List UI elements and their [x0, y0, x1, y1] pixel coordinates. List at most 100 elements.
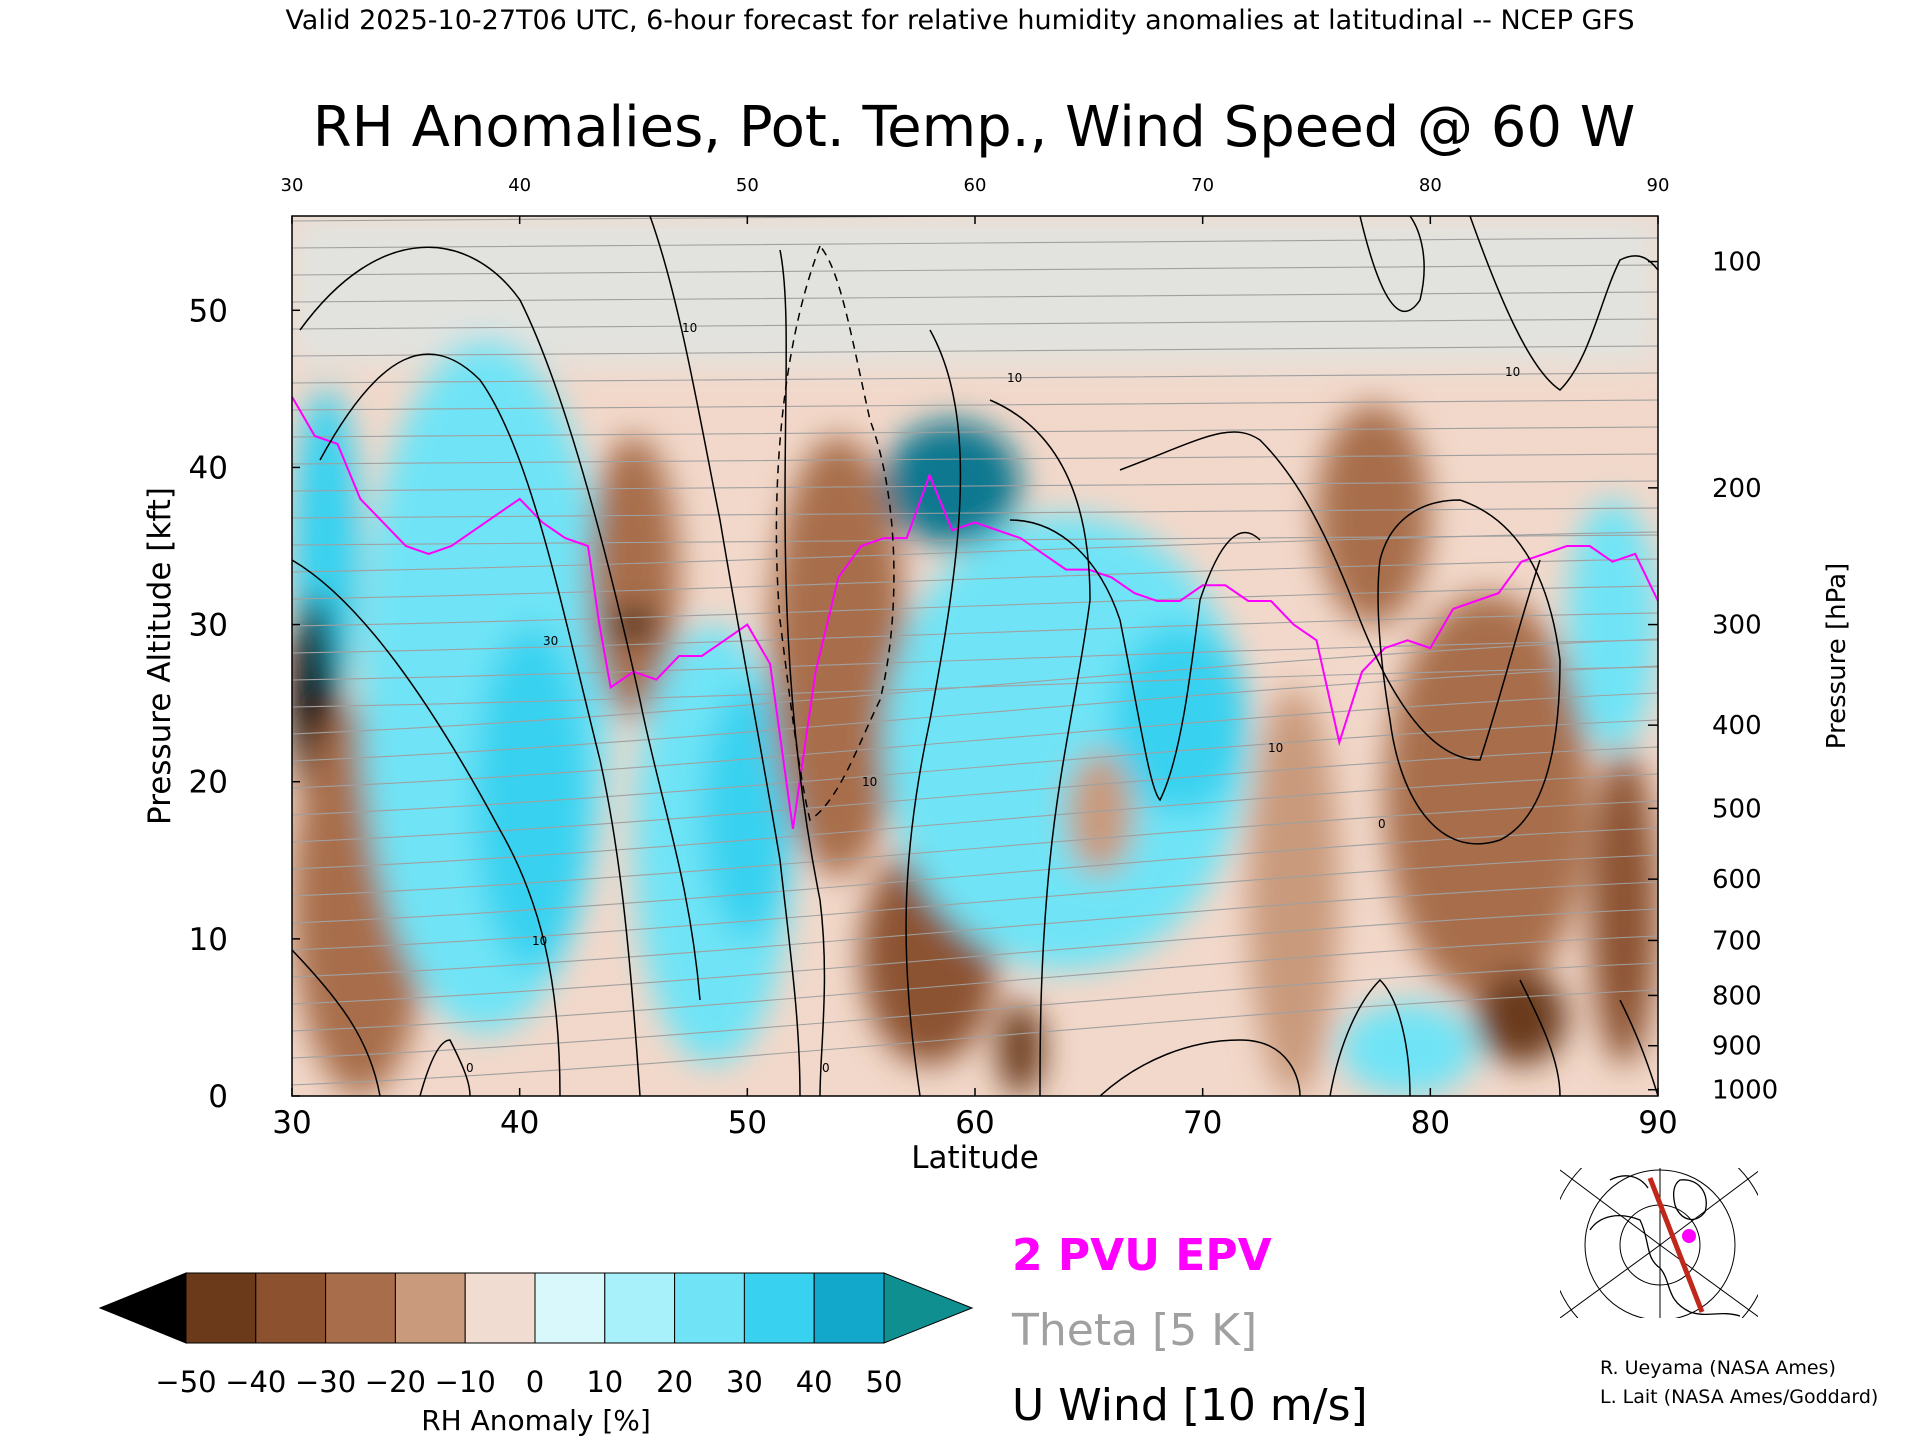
theta-contour — [292, 534, 1658, 546]
theta-contour — [292, 264, 1658, 276]
x-tick-label-top: 70 — [1191, 175, 1214, 196]
theta-contour — [292, 453, 1658, 465]
colorbar-cell — [325, 1272, 396, 1344]
wind-contour — [299, 246, 701, 1001]
rh-anomaly-region — [883, 420, 1021, 546]
inset-meridian — [1560, 1169, 1661, 1246]
pressure-tick-label: 500 — [1712, 794, 1762, 824]
theta-contour — [292, 426, 1658, 438]
wind-contour — [1329, 978, 1411, 1096]
y2-axis-label: Pressure [hPa] — [1822, 563, 1852, 750]
wind-contour — [292, 559, 561, 1096]
rh-anomaly-region — [1475, 970, 1567, 1065]
rh-anomaly-region — [474, 624, 588, 971]
y-tick-label: 20 — [189, 765, 228, 801]
colorbar-cell — [464, 1272, 536, 1344]
theta-contour — [292, 719, 1658, 816]
theta-contour — [292, 854, 1658, 951]
theta-contour — [292, 935, 1658, 1032]
x-tick-label: 90 — [1638, 1105, 1677, 1141]
valid-time-header: Valid 2025-10-27T06 UTC, 6-hour forecast… — [285, 5, 1634, 36]
rh-anomaly-region — [1589, 750, 1658, 1065]
legend-epv: 2 PVU EPV — [1012, 1230, 1272, 1281]
wind-contour — [1009, 519, 1261, 802]
colorbar-cell — [813, 1272, 885, 1344]
theta-contour — [292, 318, 1658, 330]
inset-meridian — [1659, 1244, 1758, 1318]
pressure-tick-label: 700 — [1712, 926, 1762, 956]
theta-contour — [292, 962, 1658, 1059]
y-tick-label: 10 — [189, 922, 228, 958]
y-axis-right-ticks: 100 200 300 400 500 600 700 800 900 1000 — [1712, 248, 1778, 1106]
rh-anomaly-region — [997, 1001, 1044, 1096]
credit-2: L. Lait (NASA Ames/Goddard) — [1600, 1386, 1878, 1408]
colorbar-tick-label: 0 — [526, 1365, 544, 1399]
theta-contour — [292, 989, 1658, 1086]
inset-coastline — [1589, 1215, 1741, 1317]
theta-contour — [292, 216, 1039, 222]
wind-label: 30 — [543, 634, 558, 648]
theta-contour — [292, 639, 1658, 681]
legend-wind: U Wind [10 m/s] — [1012, 1380, 1368, 1431]
theta-contour — [292, 746, 1658, 843]
wind-contour-labels: 30 10 10 10 10 10 10 0 0 0 — [466, 321, 1520, 1075]
theta-contours — [292, 216, 1658, 1086]
wind-label: 10 — [1505, 365, 1520, 379]
theta-contour — [292, 800, 1658, 897]
wind-contour — [292, 949, 381, 1096]
colorbar-cell — [604, 1272, 676, 1344]
inset-coastline — [1609, 1175, 1649, 1189]
wind-contour — [1619, 999, 1658, 1096]
rh-anomaly-region — [1566, 498, 1658, 751]
theta-contour — [292, 291, 1658, 303]
theta-contour — [292, 399, 1658, 411]
wind-contour — [1119, 431, 1541, 761]
wind-contour — [1519, 979, 1561, 1096]
stratosphere-band — [292, 216, 1658, 366]
axis-tick-marks — [291, 216, 1659, 1097]
x-tick-label-top: 40 — [508, 175, 531, 196]
x-tick-label-top: 30 — [281, 175, 304, 196]
theta-contour — [292, 480, 1658, 492]
colorbar-cell — [674, 1272, 745, 1344]
wind-contour — [1359, 216, 1425, 313]
credit-1: R. Ueyama (NASA Ames) — [1600, 1357, 1836, 1379]
wind-contour — [1377, 499, 1561, 845]
rh-anomaly-region — [1111, 624, 1249, 814]
theta-contour — [292, 692, 1658, 789]
theta-contour — [292, 773, 1658, 870]
legend-theta: Theta [5 K] — [1011, 1305, 1257, 1356]
theta-contour — [292, 666, 1658, 708]
y-tick-label: 40 — [189, 450, 228, 486]
x-axis-label: Latitude — [911, 1140, 1039, 1176]
wind-contour — [419, 1039, 471, 1096]
theta-contour — [292, 372, 1658, 384]
colorbar-tick-label: −30 — [295, 1365, 356, 1399]
colorbar-tick-label: −10 — [435, 1365, 496, 1399]
colorbar: −50 −40 −30 −20 −10 0 10 20 30 40 50 — [98, 1272, 974, 1399]
theta-contour — [292, 585, 1658, 627]
rh-anomaly-region — [587, 436, 680, 719]
wind-label: 0 — [822, 1061, 830, 1075]
colorbar-tick-label: −50 — [155, 1365, 216, 1399]
colorbar-cell — [255, 1272, 327, 1344]
pressure-tick-label: 1000 — [1712, 1076, 1778, 1106]
rh-anomaly-region — [1316, 404, 1431, 625]
x-axis-top-ticks: 30 40 50 60 70 80 90 — [281, 175, 1670, 196]
colorbar-over-arrow — [883, 1272, 974, 1344]
wind-label: 10 — [682, 321, 697, 335]
y-tick-label: 50 — [189, 293, 228, 329]
y-tick-label: 30 — [189, 608, 228, 644]
wind-label: 10 — [1007, 371, 1022, 385]
theta-contour — [292, 237, 1658, 249]
rh-anomaly-region — [1248, 687, 1340, 1096]
inset-cross-section-line — [1647, 1177, 1705, 1313]
rh-anomaly-region — [1066, 750, 1135, 877]
x-tick-label: 30 — [272, 1105, 311, 1141]
wind-contour — [1469, 216, 1658, 391]
wind-label: 10 — [1268, 741, 1283, 755]
colorbar-tick-label: 30 — [726, 1365, 763, 1399]
pressure-tick-label: 900 — [1712, 1032, 1762, 1062]
colorbar-tick-label: 50 — [866, 1365, 903, 1399]
